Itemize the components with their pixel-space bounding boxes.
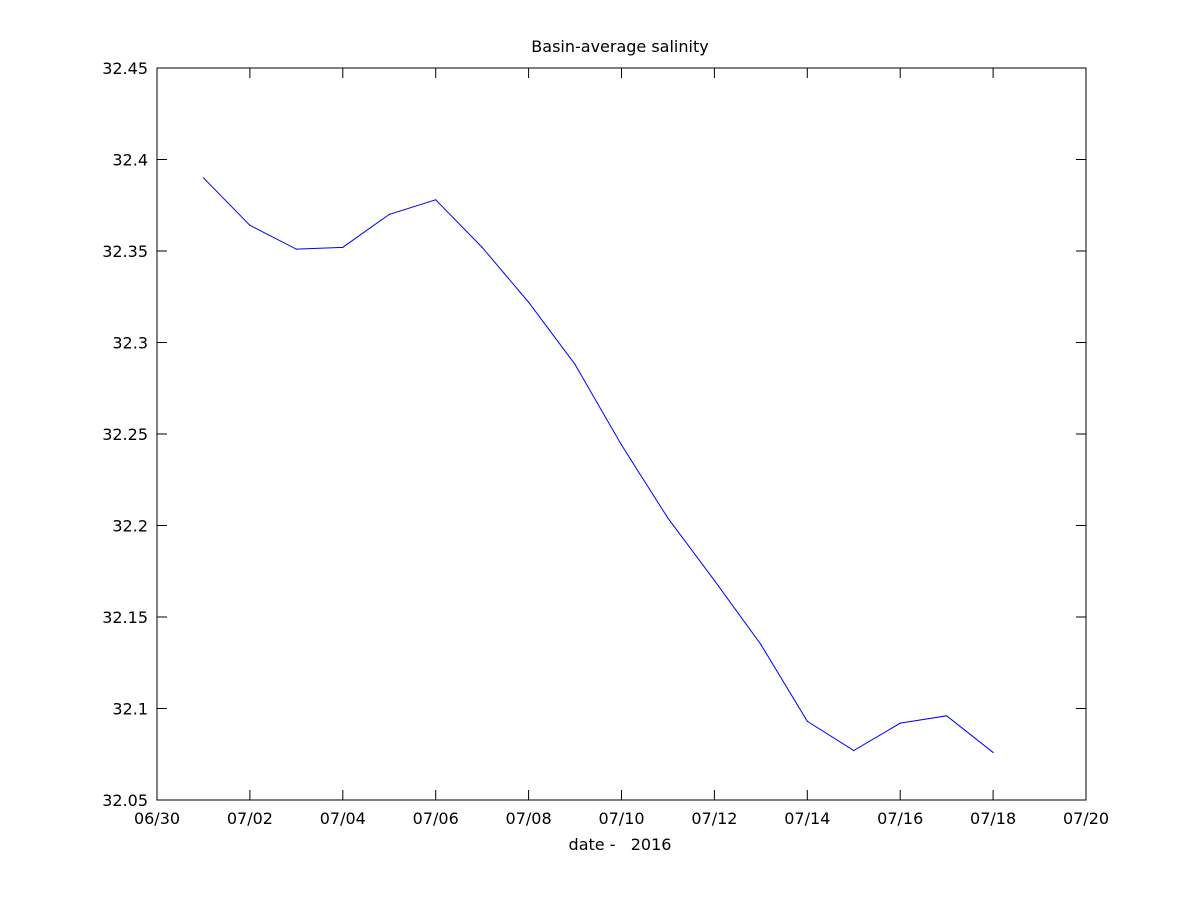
series-layer (202, 177, 994, 754)
y-tick-label: 32.4 (112, 151, 148, 170)
x-tick-label: 07/10 (598, 809, 644, 828)
x-tick-label: 07/20 (1063, 809, 1109, 828)
x-tick-label: 07/18 (970, 809, 1016, 828)
salinity-data-point (760, 643, 762, 646)
x-tick-label: 07/04 (320, 809, 366, 828)
salinity-data-point (620, 444, 623, 446)
y-tick-label: 32.15 (102, 608, 148, 627)
x-tick-label: 07/02 (227, 809, 273, 828)
y-tick-label: 32.35 (102, 242, 148, 261)
x-tick-label: 07/08 (506, 809, 552, 828)
x-tick-label: 06/30 (134, 809, 180, 828)
salinity-data-point (899, 722, 901, 724)
y-tick-label: 32.3 (112, 334, 148, 353)
y-tick-label: 32.05 (102, 791, 148, 810)
y-tick-label: 32.1 (112, 700, 148, 719)
x-tick-label: 07/12 (691, 809, 737, 828)
x-axis-ticks: 06/30 07/02 07/04 07/06 07/08 07/10 07/12 07/14… (134, 68, 1109, 828)
x-tick-label: 07/16 (877, 809, 923, 828)
y-axis-ticks: 32.05 32.1 32.15 32.2 32.25 32.3 32.35 32.4 32.4… (102, 59, 1086, 810)
salinity-data-point (806, 720, 808, 722)
salinity-data-point (249, 224, 251, 226)
y-tick-label: 32.25 (102, 425, 148, 444)
x-axis-label: date - 2016 (569, 835, 672, 854)
y-tick-label: 32.45 (102, 59, 148, 78)
salinity-data-point (713, 579, 716, 582)
salinity-data-point (528, 301, 530, 303)
salinity-data-point (295, 248, 297, 250)
chart-title: Basin-average salinity (531, 37, 708, 56)
salinity-data-point (481, 246, 483, 248)
salinity-data-point (853, 749, 855, 752)
salinity-data-point (992, 751, 994, 754)
salinity-data-point (946, 715, 948, 717)
x-tick-label: 07/14 (784, 809, 830, 828)
salinity-data-point (435, 199, 437, 201)
salinity-data-point (574, 363, 576, 366)
y-tick-label: 32.2 (112, 517, 148, 536)
x-tick-label: 07/06 (413, 809, 459, 828)
salinity-series-line (203, 177, 994, 753)
salinity-data-point (388, 213, 390, 215)
salinity-data-point (667, 517, 669, 519)
salinity-data-point (202, 177, 205, 179)
salinity-data-point (342, 246, 344, 248)
